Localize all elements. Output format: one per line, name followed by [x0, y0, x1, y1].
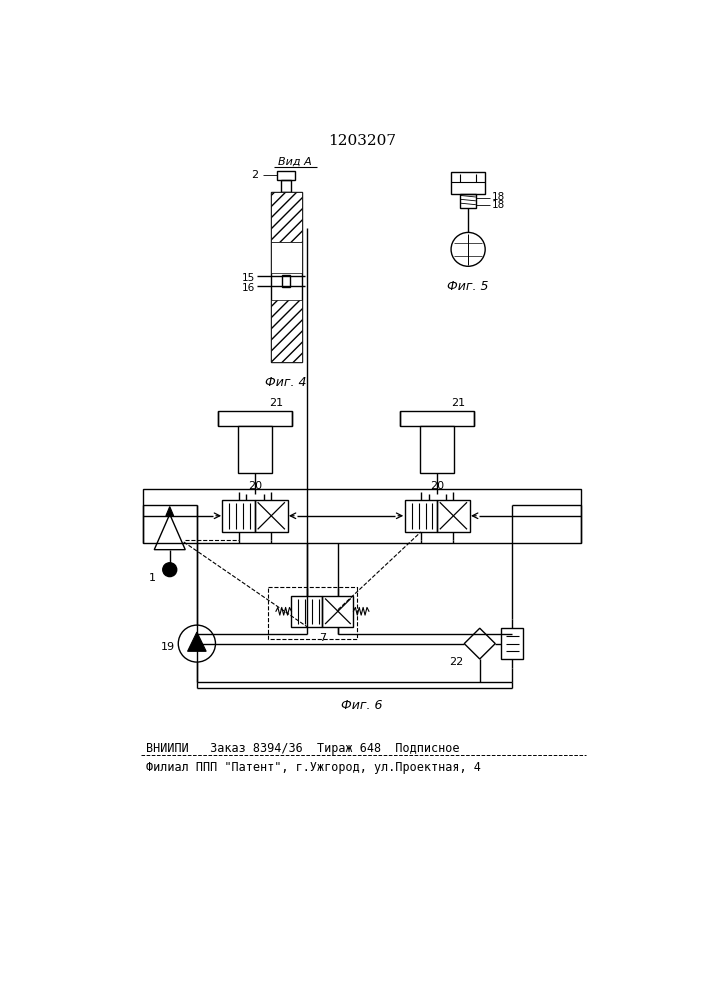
Bar [281, 180, 291, 192]
Text: ВНИИПИ   Заказ 8394/36  Тираж 648  Подписное: ВНИИПИ Заказ 8394/36 Тираж 648 Подписное [146, 742, 460, 755]
Text: 1: 1 [149, 573, 156, 583]
Bar [451, 172, 485, 194]
Text: 21: 21 [269, 398, 283, 408]
Text: 2: 2 [252, 170, 259, 180]
Bar [322, 596, 354, 627]
Bar [404, 500, 437, 532]
Bar [218, 411, 292, 426]
Bar [291, 596, 322, 627]
Bar [268, 587, 357, 639]
Text: 16: 16 [243, 283, 255, 293]
Text: Фиг. 4: Фиг. 4 [265, 376, 307, 389]
Text: Вид A: Вид A [279, 157, 312, 167]
Bar [400, 411, 474, 426]
Text: 7: 7 [319, 633, 326, 643]
Polygon shape [166, 507, 174, 516]
Bar [501, 628, 523, 659]
Bar [271, 300, 301, 362]
Bar [437, 500, 469, 532]
Bar [271, 192, 301, 242]
Text: 15: 15 [243, 273, 255, 283]
Text: 20: 20 [248, 481, 262, 491]
Polygon shape [187, 632, 206, 651]
Bar [420, 426, 454, 473]
Text: Фиг. 5: Фиг. 5 [448, 280, 489, 293]
Text: 21: 21 [451, 398, 465, 408]
Text: Филиал ППП "Патент", г.Ужгород, ул.Проектная, 4: Филиал ППП "Патент", г.Ужгород, ул.Проек… [146, 761, 481, 774]
Bar [460, 194, 476, 208]
Text: 22: 22 [450, 657, 464, 667]
Bar [271, 192, 301, 362]
Text: 18: 18 [491, 192, 505, 202]
Bar [282, 275, 290, 287]
Text: 1203207: 1203207 [328, 134, 396, 148]
Bar [255, 500, 288, 532]
Bar [238, 426, 272, 473]
Text: 18: 18 [491, 200, 505, 210]
Bar [223, 500, 255, 532]
Circle shape [163, 563, 177, 577]
Bar [143, 489, 581, 543]
Bar [271, 242, 301, 273]
Bar [276, 171, 296, 180]
Text: Фиг. 6: Фиг. 6 [341, 699, 382, 712]
Text: 20: 20 [430, 481, 444, 491]
Text: 19: 19 [160, 642, 175, 652]
